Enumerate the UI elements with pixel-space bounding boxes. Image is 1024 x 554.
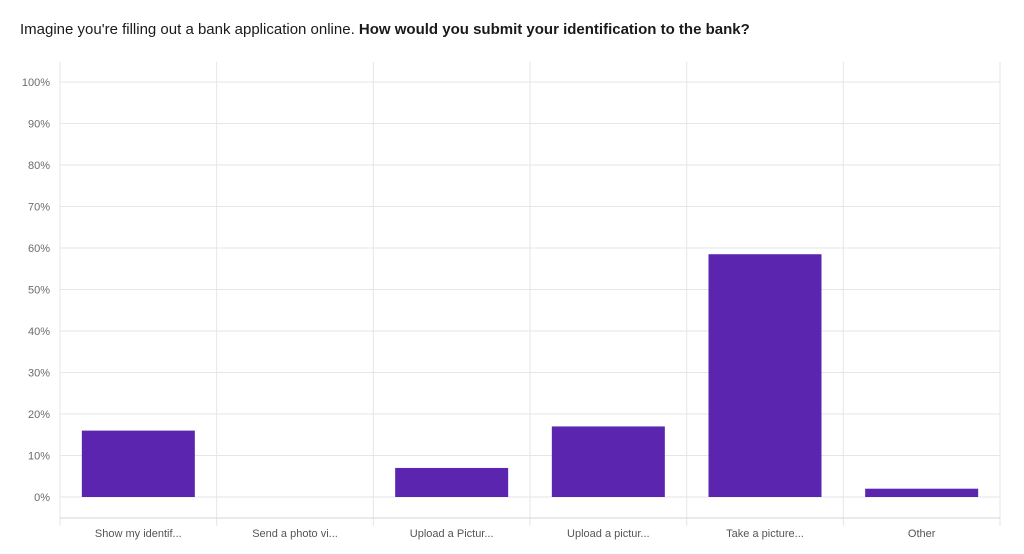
x-tick-label: Other (908, 528, 936, 540)
y-tick-label: 50% (28, 285, 50, 297)
y-tick-label: 100% (22, 77, 50, 89)
x-tick-label: Show my identif... (95, 528, 182, 540)
y-tick-label: 40% (28, 326, 50, 338)
x-tick-label: Send a photo vi... (252, 528, 338, 540)
bar (81, 430, 195, 497)
x-axis: Show my identif... Send a photo vi... Uplo… (95, 528, 936, 540)
bar (551, 426, 665, 497)
grid-layer (59, 62, 1001, 526)
y-tick-label: 10% (28, 451, 50, 463)
y-tick-label: 60% (28, 243, 50, 255)
question-prefix: Imagine you're filling out a bank applic… (20, 21, 355, 38)
y-tick-label: 80% (28, 160, 50, 172)
y-tick-label: 0% (34, 492, 50, 504)
x-tick-label: Upload a Pictur... (410, 528, 494, 540)
x-tick-label: Take a picture... (726, 528, 804, 540)
y-tick-label: 90% (28, 119, 50, 131)
question-emphasis: How would you submit your identification… (358, 21, 750, 38)
x-tick-label: Upload a pictur... (567, 528, 650, 540)
y-tick-label: 20% (28, 409, 50, 421)
question-title: Imagine you're filling out a bank applic… (20, 21, 750, 38)
bar (865, 488, 979, 497)
y-axis: 0% 10% 20% 30% 40% 50% 60% 70% 80% 90% 100% (22, 77, 50, 504)
bar (708, 254, 822, 497)
y-tick-label: 70% (28, 202, 50, 214)
bar (395, 467, 509, 497)
y-tick-label: 30% (28, 368, 50, 380)
bars-layer (81, 254, 979, 497)
